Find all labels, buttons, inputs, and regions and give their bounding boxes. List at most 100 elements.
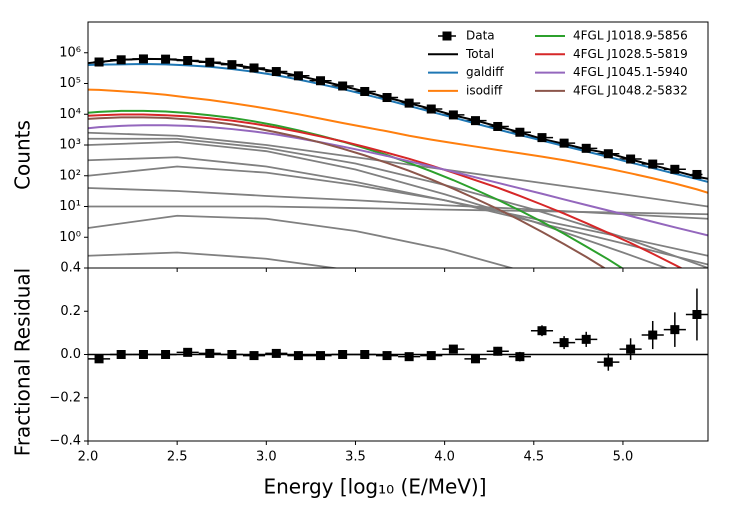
data-point — [626, 344, 636, 354]
source-line — [88, 251, 341, 268]
legend-label: isodiff — [466, 83, 503, 97]
x-tick-label: 2.0 — [78, 450, 99, 465]
data-point — [271, 348, 281, 358]
y-axis-label: Fractional Residual — [11, 268, 35, 456]
data-point — [603, 357, 613, 367]
data-point — [581, 334, 591, 344]
data-point — [271, 67, 281, 77]
data-point — [626, 154, 636, 164]
data-point — [603, 149, 613, 159]
data-point — [670, 325, 680, 335]
data-point — [470, 354, 480, 364]
data-point — [426, 351, 436, 361]
data-point — [94, 354, 104, 364]
source-line — [88, 205, 708, 216]
data-point — [537, 326, 547, 336]
source-line — [88, 141, 669, 268]
x-tick-label: 3.5 — [345, 450, 366, 465]
data-point — [293, 351, 303, 361]
legend-label: 4FGL J1048.2-5832 — [573, 83, 688, 97]
y-tick-label: 10¹ — [59, 199, 81, 214]
data-point — [648, 159, 658, 169]
data-point — [138, 350, 148, 359]
data-point — [360, 86, 370, 96]
source-line — [88, 214, 515, 268]
data-point — [360, 350, 370, 359]
data-point — [382, 351, 392, 361]
y-tick-label: 0.2 — [60, 304, 81, 319]
series-line — [88, 63, 708, 183]
plot-area — [88, 57, 708, 268]
data-point — [581, 143, 591, 153]
series-line — [88, 88, 708, 194]
x-tick-label: 5.0 — [613, 450, 634, 465]
source-line — [88, 131, 708, 208]
data-point — [116, 55, 126, 65]
x-tick-label: 2.5 — [167, 450, 188, 465]
plot-frame — [87, 267, 709, 442]
data-point — [515, 127, 525, 137]
data-point — [537, 133, 547, 143]
data-point — [559, 338, 569, 348]
y-tick-label: 10⁶ — [59, 45, 81, 60]
series-line — [88, 109, 624, 268]
source-line — [88, 165, 708, 257]
legend-label: Total — [465, 47, 494, 61]
data-point — [183, 347, 193, 357]
data-point — [692, 169, 702, 179]
y-tick-label: −0.4 — [49, 434, 81, 449]
data-point — [138, 54, 148, 64]
data-point — [493, 121, 503, 131]
data-point — [448, 344, 458, 354]
data-point — [205, 57, 215, 67]
source-line — [88, 187, 708, 220]
data-point — [559, 138, 569, 148]
data-point — [692, 309, 702, 319]
legend-label: Data — [466, 29, 495, 43]
series-line — [88, 116, 607, 268]
y-tick-label: 0.0 — [60, 347, 81, 362]
y-tick-label: 10⁵ — [59, 76, 81, 91]
data-point — [249, 63, 259, 73]
data-point — [116, 350, 126, 359]
y-tick-label: 10³ — [59, 138, 81, 153]
data-point — [205, 348, 215, 358]
data-point — [426, 104, 436, 114]
data-point — [161, 54, 171, 64]
data-point — [382, 93, 392, 103]
series-line — [88, 113, 684, 268]
data-point — [493, 346, 503, 356]
y-tick-label: 10⁴ — [59, 107, 81, 122]
data-point — [227, 60, 237, 70]
y-tick-label: −0.2 — [49, 390, 81, 405]
legend-label: galdiff — [466, 65, 504, 79]
x-tick-label: 4.5 — [523, 450, 544, 465]
data-point — [404, 98, 414, 108]
y-tick-label: 0.4 — [60, 261, 81, 276]
legend-label: 4FGL J1045.1-5940 — [573, 65, 688, 79]
y-tick-label: 10⁰ — [59, 230, 81, 245]
legend-label: 4FGL J1018.9-5856 — [573, 29, 688, 43]
data-point — [316, 76, 326, 86]
x-axis-label: Energy [log₁₀ (E/MeV)] — [263, 475, 486, 499]
data-point — [249, 351, 259, 361]
x-tick-label: 4.0 — [434, 450, 455, 465]
data-point — [448, 110, 458, 120]
series-line — [88, 124, 708, 237]
y-tick-label: 10² — [59, 168, 81, 183]
data-point — [515, 352, 525, 362]
data-point — [670, 164, 680, 174]
x-tick-label: 3.0 — [256, 450, 277, 465]
source-line — [88, 156, 708, 266]
legend-swatch — [442, 31, 452, 41]
data-point — [293, 71, 303, 81]
data-point — [338, 350, 348, 359]
data-point — [94, 57, 104, 67]
data-point — [470, 116, 480, 126]
data-point — [338, 81, 348, 91]
y-axis-label: Counts — [11, 120, 35, 190]
data-point — [316, 351, 326, 361]
data-point — [161, 350, 171, 359]
data-point — [648, 330, 658, 340]
